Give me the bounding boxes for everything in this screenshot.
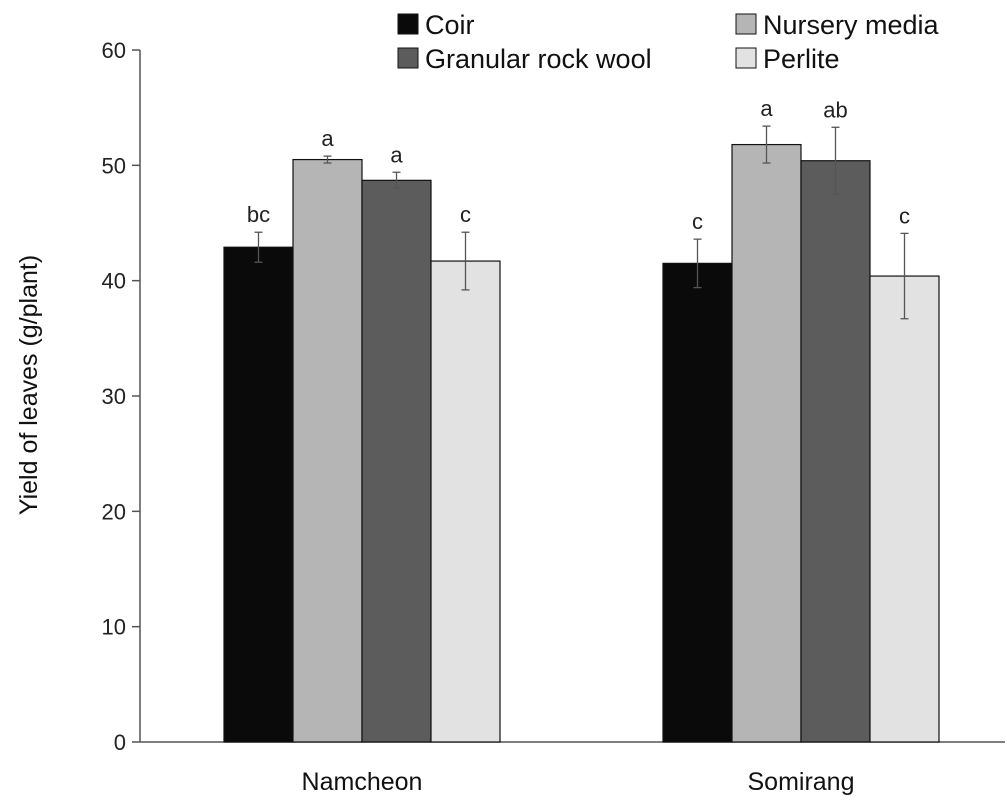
bar [361,179,432,743]
category-label: Somirang [748,768,855,796]
significance-letter: a [390,142,403,167]
legend-swatch [735,13,757,35]
bar [869,275,940,743]
significance-letter: a [321,126,334,151]
legend: Coir Nursery media Granular rock wool Perli… [397,10,940,74]
legend-label: Coir [425,10,475,40]
bars: bc a a c c a ab c [223,96,940,743]
significance-letter: c [692,209,703,234]
x-axis: Namcheon Somirang [140,741,1005,796]
y-tick-label: 20 [102,499,126,524]
bar [800,160,871,743]
y-tick-label: 60 [102,38,126,63]
significance-letter: c [899,203,910,228]
y-tick-label: 30 [102,384,126,409]
significance-letter: bc [247,202,270,227]
bar [223,246,294,743]
legend-swatch [397,47,419,69]
legend-label: Granular rock wool [425,44,652,74]
legend-label: Perlite [763,44,840,74]
legend-swatch [735,47,757,69]
y-axis-title: Yield of leaves (g/plant) [15,255,43,515]
bar [662,262,733,743]
bar [430,260,501,743]
significance-letter: ab [823,97,847,122]
y-axis: 0 10 20 30 40 50 60 [102,38,141,755]
y-tick-label: 10 [102,615,126,640]
y-tick-label: 0 [114,730,126,755]
legend-label: Nursery media [763,10,940,40]
y-tick-label: 50 [102,153,126,178]
y-tick-label: 40 [102,269,126,294]
bar [292,158,363,743]
legend-swatch [397,13,419,35]
category-label: Namcheon [302,768,423,796]
bar [731,143,802,743]
significance-letter: a [760,96,773,121]
significance-letter: c [460,202,471,227]
